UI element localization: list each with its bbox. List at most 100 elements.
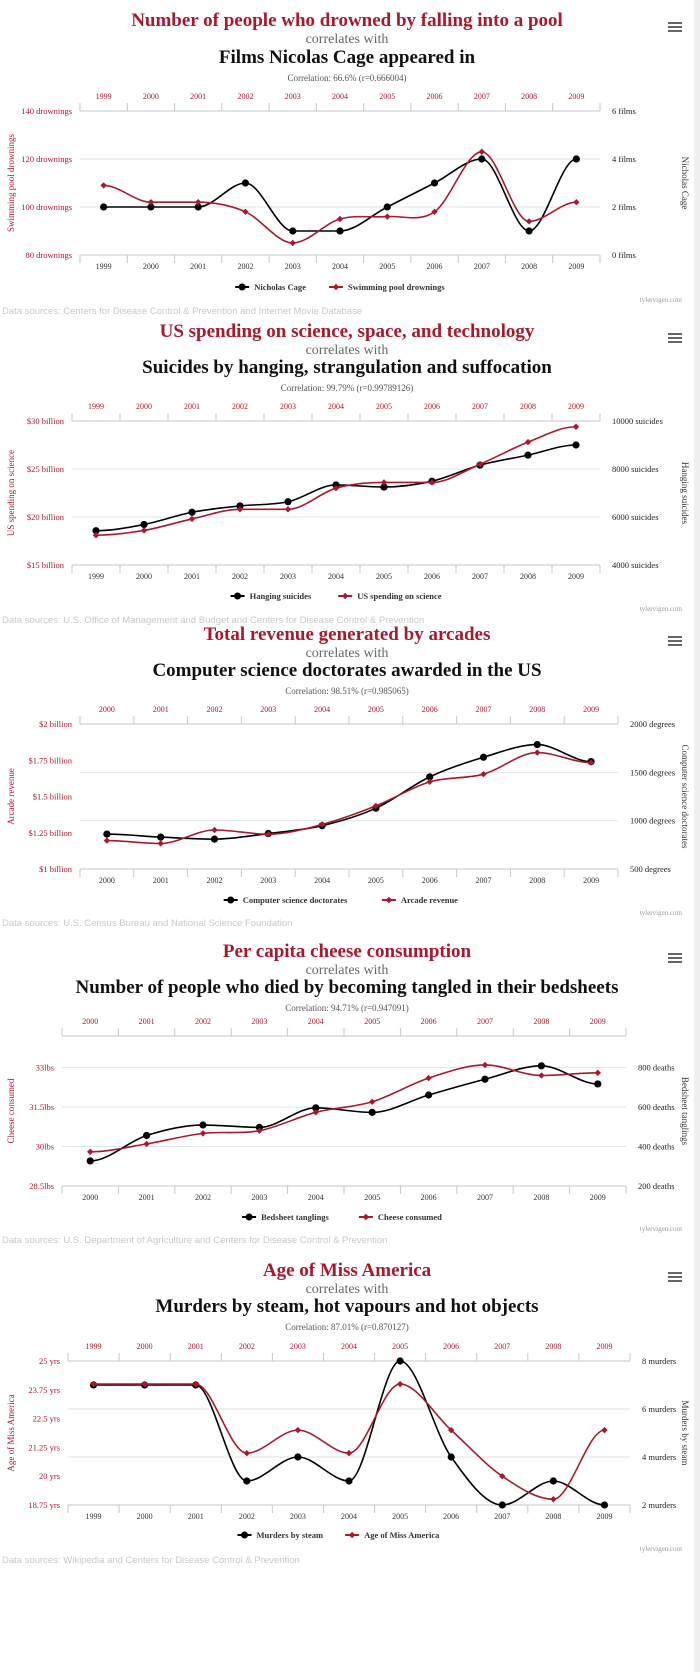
bottom-category-label: 2002 [207,876,223,885]
chart-title: Per capita cheese consumption [222,941,472,962]
data-point [256,1127,263,1134]
top-category-label: 2003 [251,1017,267,1026]
credit-link[interactable]: tylervigen.com [639,1225,682,1233]
data-sources: Data sources: Centers for Disease Contro… [2,306,363,317]
legend-item[interactable]: Computer science doctorates [223,895,348,905]
data-point [372,804,380,812]
hamburger-menu-icon[interactable] [668,953,682,965]
top-category-label: 2006 [424,402,440,411]
bottom-category-label: 1999 [96,262,112,271]
bottom-category-label: 2007 [477,1193,493,1202]
top-category-label: 2004 [341,1342,357,1351]
data-point [428,477,436,485]
top-category-label: 2008 [545,1342,561,1351]
series-line [103,158,577,232]
data-point [478,148,486,155]
legend-item[interactable]: Hanging suicides [230,591,312,601]
top-category-label: 2003 [285,92,301,101]
left-axis-tick-label: $1.5 billion [33,792,73,802]
bottom-category-label: 2004 [314,876,330,885]
credit-link[interactable]: tylervigen.com [639,909,682,917]
legend-marker [238,283,246,291]
legend-item[interactable]: Swimming pool drownings [329,282,445,292]
data-point [549,1477,557,1485]
data-point [194,203,202,211]
bottom-category-label: 2000 [136,572,152,581]
bottom-category-label: 2003 [260,876,276,885]
top-category-label: 2002 [207,705,223,714]
series-line [106,743,592,840]
data-point [594,1069,601,1077]
credit-link[interactable]: tylervigen.com [639,605,682,613]
right-axis-tick-label: 6 films [612,106,636,116]
credit-link[interactable]: tylervigen.com [639,1545,682,1553]
top-category-label: 2000 [143,92,159,101]
data-point [188,515,196,523]
left-axis-tick-label: 28.5lbs [29,1181,54,1191]
legend-item[interactable]: Bedsheet tanglings [242,1212,330,1222]
data-point [481,1061,489,1069]
data-point [289,239,296,247]
data-point [447,1453,455,1461]
data-point [236,502,244,510]
data-point [264,829,272,838]
bottom-category-label: 2001 [190,262,206,271]
bottom-category-label: 2000 [82,1193,98,1202]
bottom-category-label: 2005 [392,1512,408,1521]
top-category-label: 2008 [520,402,536,411]
left-axis-title: Swimming pool drownings [6,134,16,233]
top-category-label: 2001 [153,705,169,714]
legend-item[interactable]: Arcade revenue [381,895,458,905]
bottom-category-label: 1999 [88,572,104,581]
series-line [90,1064,598,1162]
bottom-category-label: 2004 [341,1512,357,1521]
credit-link[interactable]: tylervigen.com [639,296,682,304]
hamburger-menu-icon[interactable] [668,636,682,648]
bottom-category-label: 2006 [421,1193,437,1202]
bottom-category-label: 2001 [139,1193,155,1202]
legend-label: Murders by steam [257,1530,324,1540]
hamburger-menu-icon[interactable] [668,333,682,345]
top-category-label: 2002 [232,402,248,411]
hamburger-menu-icon[interactable] [668,22,682,34]
legend-marker [245,1213,253,1221]
correlation-label: Correlation: 87.01% (r=0.870127) [285,1322,409,1332]
legend-marker [342,592,349,600]
top-category-label: 2005 [376,402,392,411]
series-line [95,425,577,537]
left-axis-tick-label: 18.75 yrs [28,1500,60,1510]
bottom-category-label: 2007 [474,262,490,271]
legend-item[interactable]: Murders by steam [237,1530,324,1540]
data-point [336,227,344,235]
series-line [93,1360,605,1506]
legend-item[interactable]: Nicholas Cage [235,282,306,292]
legend-item[interactable]: US spending on science [338,591,442,601]
data-point [312,1109,319,1116]
data-point [499,1473,506,1480]
data-point [100,203,108,211]
data-point [425,1091,433,1099]
right-axis-tick-label: 6 murders [642,1404,676,1414]
data-point [103,837,111,844]
legend-label: Nicholas Cage [254,282,306,292]
data-point [587,759,595,766]
data-point [524,438,532,446]
top-category-label: 2006 [443,1342,459,1351]
top-category-label: 2004 [332,92,348,101]
top-category-label: 2008 [529,705,545,714]
right-axis-tick-label: 400 deaths [638,1142,675,1152]
legend-item[interactable]: Age of Miss America [345,1530,440,1540]
data-point [480,770,487,778]
chart-subtitle: Films Nicolas Cage appeared in [218,47,476,68]
legend-item[interactable]: Cheese consumed [358,1212,442,1222]
legend-marker [332,283,340,291]
chart-subtitle: Computer science doctorates awarded in t… [152,660,542,681]
hamburger-menu-icon[interactable] [668,1272,682,1284]
data-point [498,1501,506,1509]
bottom-category-label: 2007 [476,876,492,885]
data-point [211,826,218,834]
data-point [380,479,388,486]
right-axis-tick-label: 4 films [612,154,636,164]
